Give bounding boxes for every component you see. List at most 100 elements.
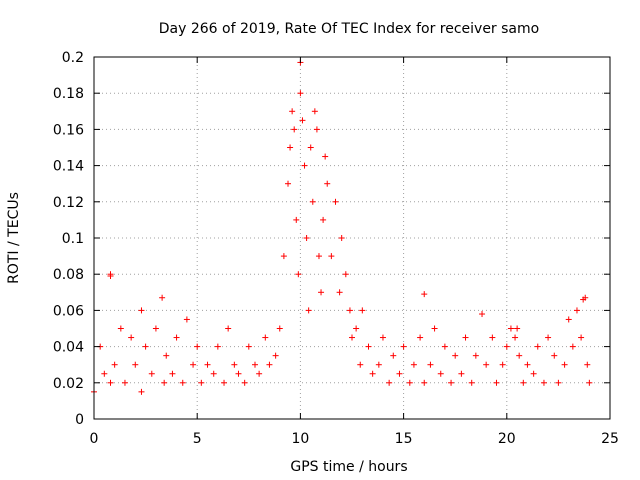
data-point (328, 253, 335, 260)
data-point (483, 361, 490, 368)
x-tick-label: 5 (193, 431, 202, 447)
data-point (349, 334, 355, 341)
data-point (231, 361, 238, 368)
data-point (586, 379, 593, 386)
data-point (307, 144, 314, 151)
data-point (417, 334, 424, 341)
data-point (251, 361, 258, 368)
data-point (365, 343, 372, 350)
data-point (520, 379, 527, 386)
y-tick-label: 0.16 (53, 122, 84, 138)
data-point (452, 352, 459, 359)
data-point (173, 334, 180, 341)
data-point (204, 361, 211, 368)
y-tick-label: 0.14 (53, 159, 84, 175)
y-tick-label: 0.04 (53, 340, 84, 356)
data-point (410, 361, 417, 368)
data-point (448, 379, 455, 386)
data-point (534, 343, 541, 350)
y-tick-label: 0.06 (53, 303, 84, 319)
data-point (499, 361, 506, 368)
data-point (379, 334, 386, 341)
data-point (332, 198, 339, 205)
data-point (400, 343, 407, 350)
data-point (225, 325, 232, 332)
data-point (320, 216, 327, 223)
y-tick-label: 0 (75, 412, 84, 428)
data-point (315, 253, 322, 260)
data-point (210, 370, 217, 377)
data-point (359, 307, 366, 314)
data-point (322, 153, 329, 160)
data-point (386, 379, 393, 386)
data-point (121, 379, 128, 386)
data-point (256, 370, 263, 377)
data-point (285, 180, 292, 187)
data-point (545, 334, 552, 341)
data-point (301, 162, 308, 169)
x-axis-label: GPS time / hours (290, 459, 407, 475)
data-point (190, 361, 197, 368)
data-point (291, 126, 298, 133)
data-point (245, 343, 252, 350)
data-point (142, 343, 149, 350)
chart-title: Day 266 of 2019, Rate Of TEC Index for r… (159, 21, 539, 37)
data-point (138, 307, 145, 314)
data-point (183, 316, 190, 323)
data-point (169, 370, 176, 377)
data-point (297, 90, 304, 97)
data-point (514, 325, 521, 332)
data-point (390, 352, 397, 359)
data-point (353, 325, 360, 332)
data-point (303, 235, 310, 241)
data-point (305, 307, 312, 314)
data-point (101, 370, 108, 377)
data-point (148, 370, 155, 377)
data-point (375, 361, 382, 368)
x-tick-label: 0 (90, 431, 99, 447)
y-tick-label: 0.12 (53, 195, 84, 211)
data-point (287, 144, 294, 151)
y-tick-label: 0.02 (53, 376, 84, 392)
data-point (214, 343, 221, 350)
data-point (369, 370, 376, 377)
data-point (138, 388, 145, 395)
x-tick-label: 25 (601, 431, 619, 447)
data-point (512, 334, 519, 341)
data-point (431, 325, 438, 332)
data-point (551, 352, 558, 359)
y-tick-label: 0.2 (62, 50, 84, 66)
data-point (516, 352, 523, 359)
data-point (299, 117, 306, 124)
data-point (565, 316, 572, 323)
data-point (152, 325, 159, 332)
data-point (396, 370, 403, 377)
data-point (111, 361, 118, 368)
data-point (318, 289, 325, 296)
data-point (272, 352, 279, 359)
data-points (91, 59, 593, 395)
data-point (107, 379, 114, 386)
data-point (266, 361, 273, 368)
data-point (179, 379, 186, 386)
grid-lines (94, 57, 610, 419)
data-point (235, 370, 242, 377)
data-point (507, 325, 514, 332)
data-point (406, 379, 413, 386)
data-point (524, 361, 531, 368)
data-point (128, 334, 135, 341)
y-tick-label: 0.18 (53, 86, 84, 102)
data-point (309, 198, 316, 205)
x-tick-label: 15 (395, 431, 413, 447)
data-point (427, 361, 434, 368)
x-axis-ticks: 0 5 10 15 20 25 (90, 57, 619, 447)
data-point (584, 361, 591, 368)
y-axis-ticks: 0 0.02 0.04 0.06 0.08 0.1 0.12 0.14 0.16 0.18 0.2 (53, 50, 610, 428)
data-point (555, 379, 562, 386)
data-point (262, 334, 269, 341)
data-point (107, 273, 114, 280)
data-point (479, 311, 486, 318)
data-point (221, 379, 228, 386)
data-point (289, 108, 296, 115)
data-point (276, 325, 283, 332)
